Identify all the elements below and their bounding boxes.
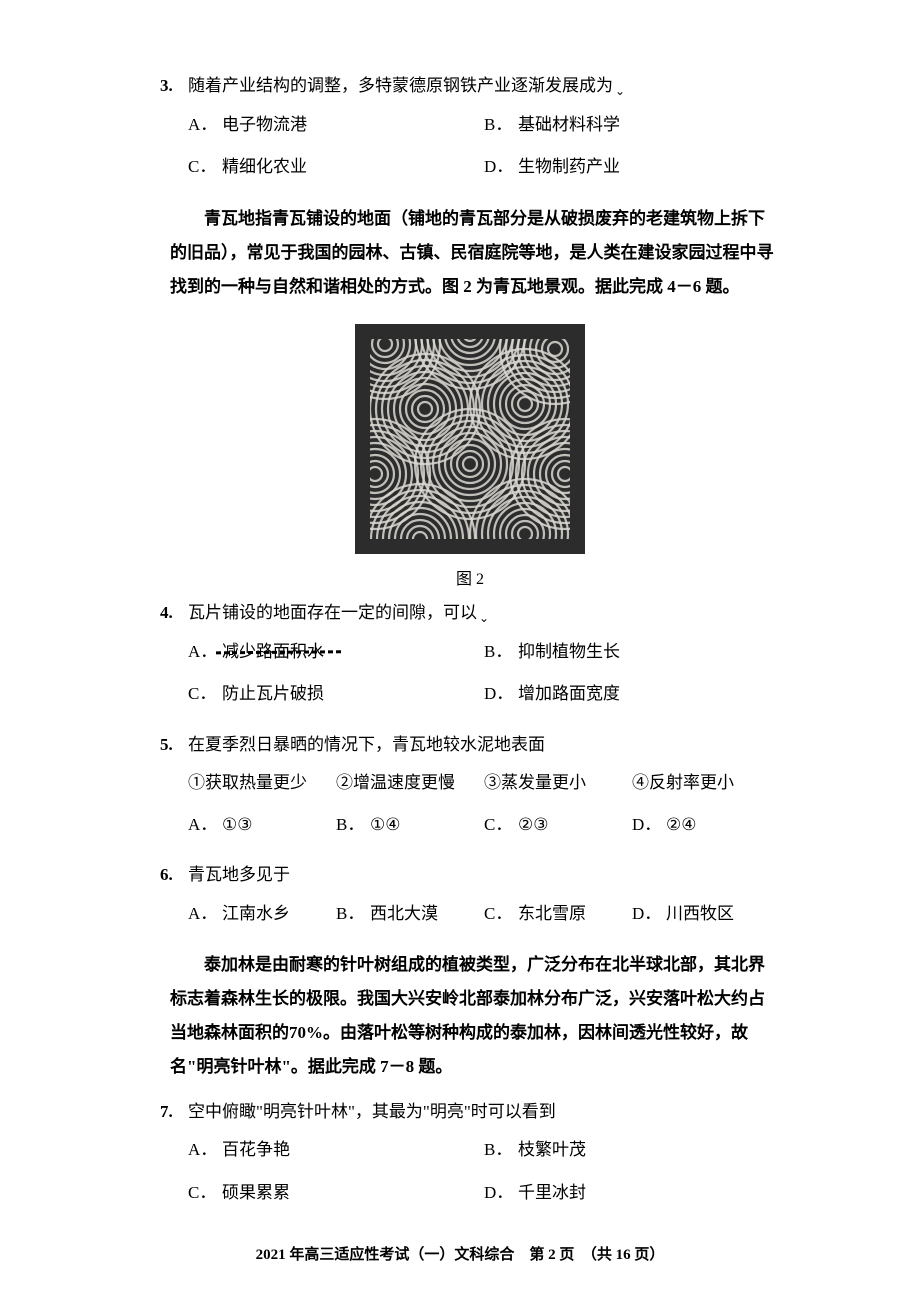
q5-s1: ①获取热量更少 — [188, 767, 336, 799]
page-footer: 2021 年高三适应性考试（一）文科综合 第 2 页 （共 16 页） — [0, 1243, 920, 1264]
q7-option-d: D．千里冰封 — [484, 1177, 780, 1209]
q5-s2: ②增温速度更慢 — [336, 767, 484, 799]
q6-option-b: B．西北大漠 — [336, 898, 484, 930]
q4-stem: 瓦片铺设的地面存在一定的间隙，可以⌄ — [188, 597, 780, 630]
figure-2-caption: 图 2 — [160, 565, 780, 589]
q4-options: A．减少路面积水 B．抑制植物生长 C．防止瓦片破损 D．增加路面宽度 — [188, 636, 780, 711]
passage-taiga: 泰加林是由耐寒的针叶树组成的植被类型，广泛分布在北半球北部，其北界标志着森林生长… — [170, 948, 780, 1084]
q3-stem: 随着产业结构的调整，多特蒙德原钢铁产业逐渐发展成为⌄ — [188, 70, 780, 103]
q6-number: 6. — [160, 859, 188, 891]
q4-option-b: B．抑制植物生长 — [484, 636, 780, 668]
q6-option-c: C．东北雪原 — [484, 898, 632, 930]
q7-option-c: C．硕果累累 — [188, 1177, 484, 1209]
question-4: 4. 瓦片铺设的地面存在一定的间隙，可以⌄ A．减少路面积水 B．抑制植物生长 … — [160, 597, 780, 711]
question-7: 7. 空中俯瞰"明亮针叶林"，其最为"明亮"时可以看到 A．百花争艳 B．枝繁叶… — [160, 1096, 780, 1209]
q5-stem: 在夏季烈日暴晒的情况下，青瓦地较水泥地表面 — [188, 729, 780, 761]
q3-option-b: B．基础材料科学 — [484, 109, 780, 141]
q5-statements: ①获取热量更少 ②增温速度更慢 ③蒸发量更小 ④反射率更小 — [188, 767, 780, 799]
q7-options: A．百花争艳 B．枝繁叶茂 C．硕果累累 D．千里冰封 — [188, 1134, 780, 1209]
q3-option-c: C．精细化农业 — [188, 151, 484, 183]
q4-option-a: A．减少路面积水 — [188, 636, 484, 668]
question-6: 6. 青瓦地多见于 A．江南水乡 B．西北大漠 C．东北雪原 D．川西牧区 — [160, 859, 780, 930]
passage-qingwa: 青瓦地指青瓦铺设的地面（铺地的青瓦部分是从破损废弃的老建筑物上拆下的旧品），常见… — [170, 202, 780, 304]
qingwa-tile-image — [355, 324, 585, 554]
q5-number: 5. — [160, 729, 188, 761]
q4-option-c: C．防止瓦片破损 — [188, 678, 484, 710]
q3-option-d: D．生物制药产业 — [484, 151, 780, 183]
q5-s4: ④反射率更小 — [632, 767, 780, 799]
q6-option-d: D．川西牧区 — [632, 898, 780, 930]
q6-option-a: A．江南水乡 — [188, 898, 336, 930]
q7-option-a: A．百花争艳 — [188, 1134, 484, 1166]
question-3: 3. 随着产业结构的调整，多特蒙德原钢铁产业逐渐发展成为⌄ A．电子物流港 B．… — [160, 70, 780, 184]
q5-option-a: A．①③ — [188, 809, 336, 841]
tick-mark: ⌄ — [615, 84, 625, 98]
q5-s3: ③蒸发量更小 — [484, 767, 632, 799]
q3-option-a: A．电子物流港 — [188, 109, 484, 141]
q4-option-d: D．增加路面宽度 — [484, 678, 780, 710]
q5-options: A．①③ B．①④ C．②③ D．②④ — [188, 809, 780, 841]
q3-options: A．电子物流港 B．基础材料科学 C．精细化农业 D．生物制药产业 — [188, 109, 780, 184]
question-5: 5. 在夏季烈日暴晒的情况下，青瓦地较水泥地表面 ①获取热量更少 ②增温速度更慢… — [160, 729, 780, 842]
q5-option-c: C．②③ — [484, 809, 632, 841]
q7-stem: 空中俯瞰"明亮针叶林"，其最为"明亮"时可以看到 — [188, 1096, 780, 1128]
q7-number: 7. — [160, 1096, 188, 1128]
figure-2: 图 2 — [160, 324, 780, 589]
q6-options: A．江南水乡 B．西北大漠 C．东北雪原 D．川西牧区 — [188, 898, 780, 930]
q5-option-d: D．②④ — [632, 809, 780, 841]
q3-number: 3. — [160, 70, 188, 103]
q5-option-b: B．①④ — [336, 809, 484, 841]
q4-number: 4. — [160, 597, 188, 630]
q6-stem: 青瓦地多见于 — [188, 859, 780, 891]
q7-option-b: B．枝繁叶茂 — [484, 1134, 780, 1166]
